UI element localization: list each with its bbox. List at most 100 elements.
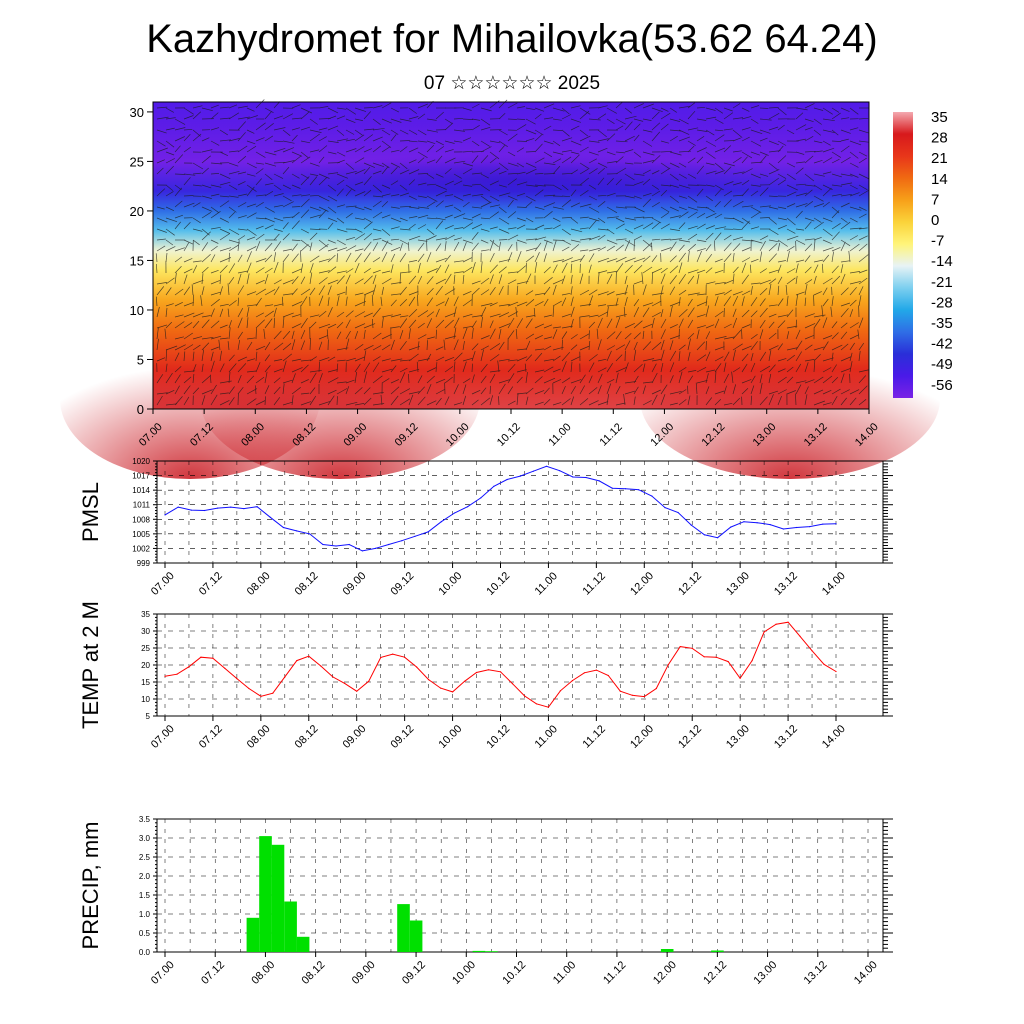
data-point <box>322 543 324 546</box>
wind-barb <box>705 225 715 230</box>
wind-barb <box>156 338 159 351</box>
wind-barb <box>336 107 347 110</box>
wind-barb <box>678 252 686 263</box>
data-point <box>388 543 390 546</box>
wind-barb <box>633 257 646 263</box>
wind-barb <box>651 111 660 120</box>
x-tick-label: 07.00 <box>149 723 177 751</box>
wind-barb <box>282 216 295 219</box>
wind-barb <box>516 318 524 329</box>
x-tick-label: 09.12 <box>400 959 428 987</box>
wind-barb <box>480 173 489 179</box>
wind-barb <box>840 397 847 406</box>
wind-barb <box>507 301 519 307</box>
wind-barb <box>795 183 806 186</box>
wind-barb <box>489 204 501 208</box>
wind-barb <box>822 367 832 373</box>
wind-barb <box>732 308 737 318</box>
wind-barb <box>615 263 624 274</box>
wind-barb <box>777 140 787 146</box>
wind-barb <box>345 245 357 252</box>
wind-barb <box>363 268 371 274</box>
wind-barb <box>759 374 763 384</box>
wind-barb <box>822 239 832 245</box>
wind-barb <box>570 258 582 263</box>
wind-barb <box>336 129 345 136</box>
wind-barb <box>318 173 330 179</box>
wind-barb <box>246 212 257 219</box>
wind-barb <box>264 224 274 230</box>
wind-barb <box>390 206 400 209</box>
wind-barb <box>804 255 811 263</box>
wind-barb <box>678 371 683 384</box>
wind-barb <box>678 136 691 142</box>
wind-barb <box>750 118 759 124</box>
wind-barb <box>174 288 184 296</box>
wind-barb <box>453 117 464 120</box>
wind-barb <box>597 147 608 153</box>
wind-barb <box>183 107 194 115</box>
wind-barb <box>300 364 309 373</box>
wind-barb <box>624 390 636 395</box>
wind-barb <box>255 137 265 142</box>
wind-barb <box>300 173 309 179</box>
data-point <box>188 666 190 668</box>
wind-barb <box>309 194 320 197</box>
wind-barb <box>408 206 420 209</box>
wind-barb <box>642 140 653 147</box>
wind-barb <box>408 195 417 201</box>
wind-barb <box>723 296 731 307</box>
wind-barb <box>489 151 500 160</box>
wind-barb <box>327 389 337 395</box>
wind-barb <box>633 103 644 109</box>
wind-barb <box>624 173 635 181</box>
wind-barb <box>777 179 787 186</box>
wind-barb <box>291 184 301 189</box>
wind-barb <box>804 359 815 362</box>
wind-barb <box>561 297 567 307</box>
wind-barb <box>831 158 840 164</box>
wind-barb <box>282 248 293 252</box>
wind-barb <box>831 210 840 219</box>
wind-barb <box>723 145 732 153</box>
wind-barb <box>714 184 724 191</box>
wind-barb <box>381 240 389 252</box>
wind-barb <box>255 312 264 318</box>
wind-barb <box>156 228 167 233</box>
wind-barb <box>723 362 727 373</box>
wind-barb <box>174 314 184 318</box>
wind-barb <box>732 295 739 307</box>
wind-barb <box>813 159 823 164</box>
wind-barb <box>768 239 779 243</box>
wind-barb <box>318 145 328 153</box>
wind-barb <box>201 206 213 212</box>
x-tick-label: 09.00 <box>341 570 369 598</box>
wind-barb <box>849 309 854 318</box>
wind-barb <box>777 376 787 384</box>
wind-barb <box>507 317 515 329</box>
wind-barb <box>426 217 437 220</box>
wind-barb <box>768 243 778 252</box>
x-tick-label: 09.00 <box>341 723 369 751</box>
wind-barb <box>588 321 596 329</box>
wind-barb <box>507 102 518 109</box>
wind-barb <box>318 335 328 340</box>
wind-barb <box>309 387 316 395</box>
wind-barb <box>444 140 455 144</box>
wind-barb <box>201 149 213 153</box>
wind-barb <box>525 107 536 111</box>
wind-barb <box>804 379 815 384</box>
wind-barb <box>408 129 418 135</box>
data-point <box>401 540 403 542</box>
wind-barb <box>300 296 308 307</box>
wind-barb <box>237 273 242 285</box>
wind-barb <box>327 254 336 263</box>
wind-barb <box>327 172 339 175</box>
data-bar <box>485 951 498 952</box>
wind-barb <box>417 253 425 263</box>
wind-barb <box>750 297 758 307</box>
wind-barb <box>849 361 853 373</box>
wind-barb <box>201 254 211 263</box>
wind-barb <box>426 118 437 121</box>
wind-barb <box>210 239 219 244</box>
